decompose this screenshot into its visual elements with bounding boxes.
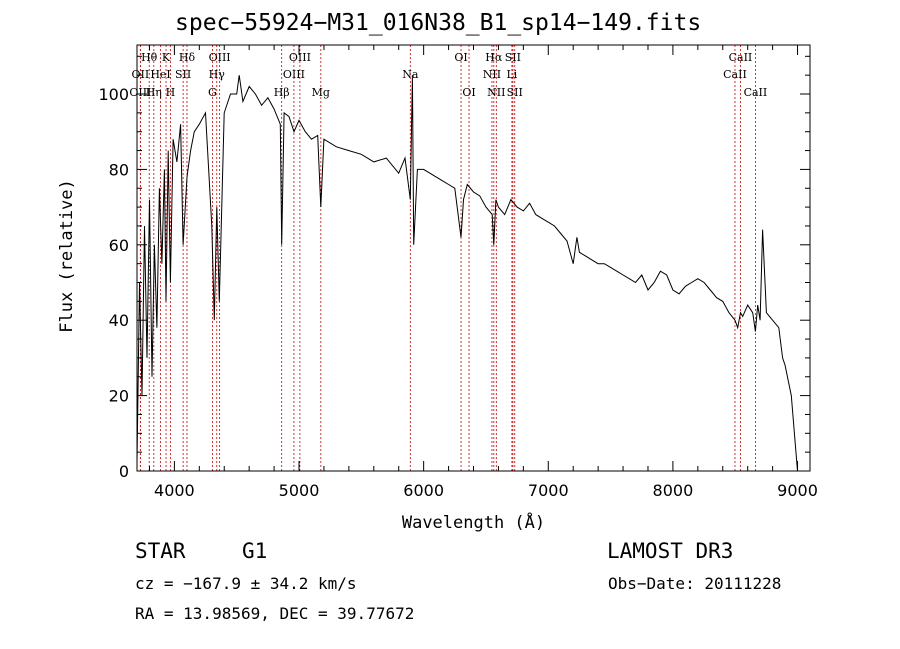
y-tick-label-0: 0 — [119, 462, 129, 481]
spectral-label-24: SII — [507, 86, 523, 99]
x-tick-label-4: 8000 — [653, 481, 694, 500]
axis-ticks: 4000 5000 6000 7000 8000 9000 0 20 40 60 80 100 — [98, 45, 818, 500]
x-tick-label-1: 5000 — [279, 481, 320, 500]
y-axis-label: Flux (relative) — [57, 179, 77, 333]
x-tick-label-3: 7000 — [528, 481, 569, 500]
x-axis-label: Wavelength (Å) — [402, 511, 545, 533]
spectral-label-13: OIII — [283, 68, 305, 81]
spectral-line-markers — [139, 45, 756, 471]
spectral-label-12: OIII — [289, 51, 311, 64]
spectral-label-14: Hβ — [274, 86, 290, 99]
plot-frame — [136, 44, 811, 472]
y-tick-label-1: 20 — [109, 387, 129, 406]
spectral-label-25: CaII — [729, 51, 753, 64]
spectral-label-9: OIII — [209, 51, 231, 64]
spectral-label-21: NII — [487, 86, 505, 99]
object-subclass: G1 — [242, 539, 268, 563]
spectrum-series-line — [136, 75, 798, 472]
spectral-label-6: Hδ — [179, 51, 196, 64]
x-tick-label-0: 4000 — [154, 481, 195, 500]
spectral-label-2: OIII — [129, 86, 151, 99]
y-tick-label-2: 40 — [109, 311, 129, 330]
spectral-label-15: Mg — [312, 86, 330, 99]
chart-title: spec−55924−M31_016N38_B1_sp14−149.fits — [175, 10, 702, 36]
spectral-label-3: K — [162, 51, 171, 64]
spectral-label-5: Hη — [146, 86, 162, 99]
spectral-label-1: OII — [132, 68, 150, 81]
spectral-label-19: Hα — [485, 51, 503, 64]
spectral-label-22: SII — [505, 51, 521, 64]
spectral-label-17: OI — [454, 51, 467, 64]
spectral-label-10: Hγ — [209, 68, 226, 81]
x-tick-label-2: 6000 — [403, 481, 444, 500]
spectral-label-11: G — [208, 86, 217, 99]
spectral-label-4: HeI — [150, 68, 170, 81]
y-tick-label-5: 100 — [98, 85, 129, 104]
spectral-label-26: CaII — [723, 68, 747, 81]
spectral-label-7: SII — [175, 68, 191, 81]
observation-date: Obs−Date: 20111228 — [608, 574, 782, 593]
spectral-label-23: Li — [506, 68, 517, 81]
survey-name: LAMOST DR3 — [607, 539, 734, 563]
spectral-line-labels: Hθ OII OIII K HeI Hη Hδ SII H OIII Hγ G OIII OIII Hβ Mg… — [129, 51, 767, 99]
y-tick-label-4: 80 — [109, 160, 129, 179]
spectral-label-0: Hθ — [141, 51, 158, 64]
y-tick-label-3: 60 — [109, 236, 129, 255]
spectral-label-27: CaII — [744, 86, 768, 99]
x-tick-label-5: 9000 — [777, 481, 818, 500]
coordinates: RA = 13.98569, DEC = 39.77672 — [135, 604, 415, 623]
spectral-label-20: NII — [483, 68, 501, 81]
object-class: STAR — [135, 539, 186, 563]
spectral-label-16: Na — [402, 68, 419, 81]
redshift-velocity: cz = −167.9 ± 34.2 km/s — [135, 574, 357, 593]
spectral-label-8: H — [166, 86, 176, 99]
spectral-label-18: OI — [462, 86, 475, 99]
